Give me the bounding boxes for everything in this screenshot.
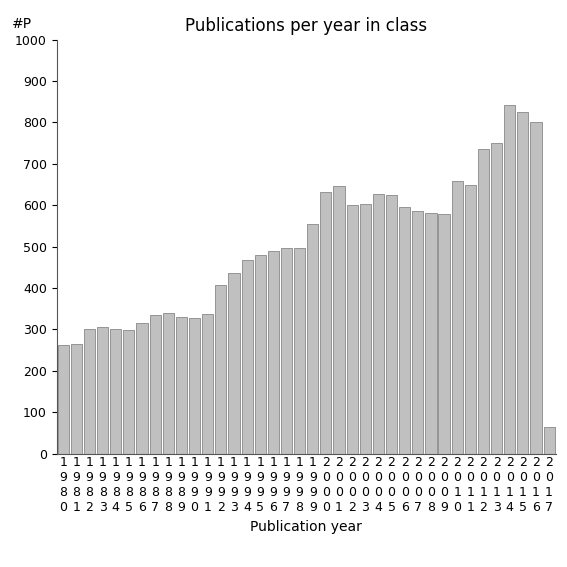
Bar — [359, 204, 371, 454]
Bar — [189, 318, 200, 454]
Bar — [386, 195, 397, 454]
Bar — [71, 344, 82, 454]
Bar — [438, 214, 450, 454]
Bar — [137, 323, 147, 454]
Bar — [150, 315, 161, 454]
Bar — [465, 185, 476, 454]
X-axis label: Publication year: Publication year — [250, 520, 362, 534]
Bar — [97, 327, 108, 454]
Bar — [229, 273, 239, 454]
Bar — [84, 329, 95, 454]
Bar — [176, 317, 187, 454]
Bar — [491, 143, 502, 454]
Bar — [412, 211, 424, 454]
Bar — [110, 329, 121, 454]
Title: Publications per year in class: Publications per year in class — [185, 18, 428, 35]
Bar — [58, 345, 69, 454]
Bar — [333, 186, 345, 454]
Bar — [373, 194, 384, 454]
Bar — [294, 248, 305, 454]
Bar — [163, 313, 174, 454]
Bar — [281, 248, 292, 454]
Bar — [255, 255, 266, 454]
Bar — [399, 208, 411, 454]
Bar — [215, 285, 226, 454]
Bar — [202, 314, 213, 454]
Bar — [451, 181, 463, 454]
Y-axis label: #P: #P — [12, 18, 32, 31]
Bar — [242, 260, 253, 454]
Bar — [517, 112, 528, 454]
Bar — [504, 105, 515, 454]
Bar — [544, 427, 555, 454]
Bar — [425, 213, 437, 454]
Bar — [268, 251, 279, 454]
Bar — [530, 122, 541, 454]
Bar — [478, 149, 489, 454]
Bar — [320, 192, 332, 454]
Bar — [346, 205, 358, 454]
Bar — [307, 224, 318, 454]
Bar — [124, 330, 134, 454]
